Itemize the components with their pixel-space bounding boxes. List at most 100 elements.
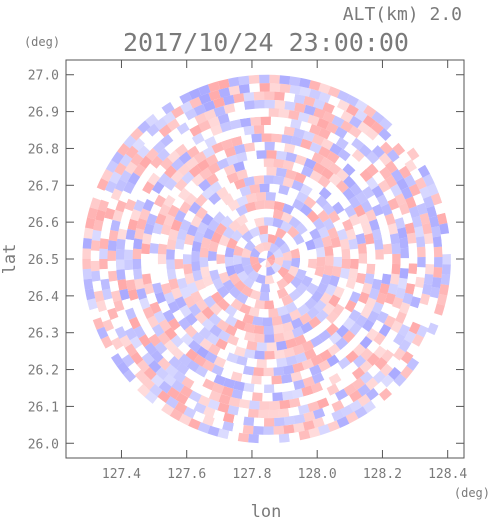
velocity-cell — [264, 200, 275, 210]
velocity-cell — [282, 364, 295, 375]
velocity-cell — [366, 151, 380, 165]
velocity-cell — [325, 181, 339, 195]
velocity-cell — [276, 340, 288, 351]
velocity-cell — [265, 259, 272, 268]
velocity-cell — [336, 416, 350, 429]
velocity-cell — [406, 305, 418, 319]
velocity-cell — [352, 282, 364, 295]
velocity-cell — [207, 81, 221, 93]
velocity-cell — [247, 108, 259, 118]
velocity-cell — [381, 349, 395, 363]
velocity-cell — [183, 137, 197, 151]
velocity-cell — [335, 137, 349, 150]
velocity-cell — [268, 409, 280, 419]
velocity-cell — [282, 390, 294, 401]
velocity-cell — [144, 390, 158, 404]
velocity-cell — [167, 300, 180, 314]
velocity-cell — [195, 206, 208, 220]
velocity-cell — [224, 314, 238, 327]
velocity-cell — [125, 279, 137, 291]
velocity-cell — [348, 238, 359, 250]
velocity-cell — [301, 385, 314, 397]
velocity-cell — [112, 209, 124, 222]
velocity-cell — [184, 233, 195, 246]
velocity-cell — [380, 203, 393, 217]
velocity-cell — [323, 265, 334, 276]
velocity-cell — [357, 394, 371, 407]
velocity-cell — [218, 393, 231, 405]
velocity-cell — [319, 349, 333, 362]
velocity-cell — [216, 157, 230, 170]
velocity-cell — [184, 397, 198, 410]
velocity-cell — [173, 370, 187, 384]
velocity-cell — [335, 180, 349, 194]
velocity-cell — [102, 217, 113, 230]
velocity-cell — [311, 274, 323, 287]
velocity-cell — [272, 392, 284, 402]
velocity-cell — [331, 115, 345, 128]
velocity-cell — [107, 197, 119, 211]
velocity-cell — [146, 123, 160, 137]
velocity-cell — [316, 282, 329, 295]
velocity-cell — [349, 170, 363, 184]
velocity-cell — [125, 145, 139, 159]
velocity-cell — [344, 299, 357, 313]
velocity-cell — [204, 351, 218, 364]
velocity-cell — [138, 334, 152, 348]
velocity-cell — [215, 338, 228, 351]
velocity-cell — [254, 299, 265, 310]
velocity-cell — [99, 248, 108, 259]
velocity-cell — [292, 232, 305, 246]
velocity-cell — [331, 266, 342, 278]
velocity-cell — [198, 120, 212, 133]
velocity-cell — [174, 143, 188, 157]
velocity-cell — [429, 215, 440, 228]
velocity-cell — [387, 283, 399, 295]
velocity-cell — [282, 177, 295, 188]
velocity-cell — [100, 278, 111, 291]
velocity-cell — [177, 341, 191, 355]
velocity-cell — [134, 369, 148, 383]
velocity-cell — [425, 253, 435, 265]
velocity-cell — [383, 188, 396, 202]
velocity-cell — [344, 204, 357, 218]
velocity-cell — [162, 111, 176, 124]
velocity-cell — [431, 276, 442, 289]
velocity-cell — [294, 172, 307, 184]
velocity-cell — [343, 383, 357, 396]
velocity-cell — [337, 356, 351, 370]
velocity-cell — [123, 369, 137, 383]
velocity-cell — [164, 141, 178, 155]
velocity-cell — [150, 272, 161, 285]
velocity-cell — [121, 298, 133, 311]
velocity-cell — [309, 170, 323, 183]
velocity-cell — [404, 222, 416, 235]
velocity-cell — [287, 187, 300, 199]
velocity-cell — [143, 367, 157, 381]
velocity-cell — [322, 302, 336, 316]
velocity-cell — [422, 173, 435, 187]
velocity-cell — [303, 219, 317, 233]
velocity-cell — [259, 259, 267, 268]
velocity-cell — [345, 350, 359, 364]
velocity-cell — [254, 99, 265, 109]
velocity-cell — [202, 378, 215, 391]
velocity-cell — [249, 289, 261, 301]
velocity-cell — [216, 254, 225, 265]
velocity-cell — [244, 348, 256, 359]
y-tick-label: 27.0 — [28, 69, 59, 84]
velocity-cell — [273, 383, 285, 393]
velocity-cell — [163, 292, 176, 305]
velocity-cell — [269, 74, 280, 84]
velocity-cell — [214, 149, 228, 162]
velocity-cell — [261, 250, 268, 259]
y-tick-label: 26.7 — [28, 179, 59, 194]
velocity-cell — [124, 307, 137, 321]
velocity-cell — [371, 145, 385, 159]
velocity-cell — [324, 283, 337, 297]
velocity-cell — [324, 245, 334, 257]
velocity-cell — [315, 309, 329, 323]
velocity-cell — [149, 301, 162, 315]
velocity-cell — [253, 91, 265, 101]
velocity-cell — [201, 187, 215, 200]
